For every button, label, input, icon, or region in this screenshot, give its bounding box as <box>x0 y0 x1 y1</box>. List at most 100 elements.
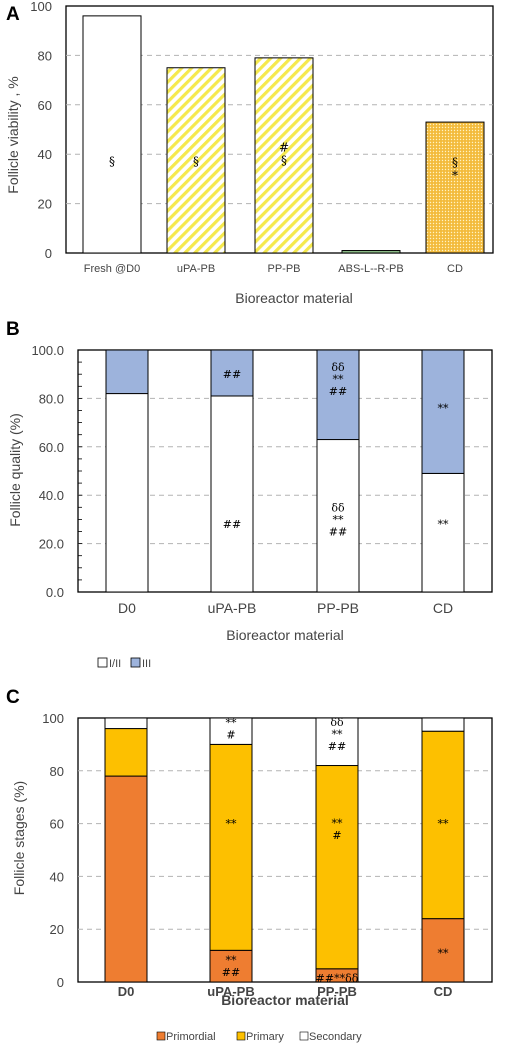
significance-mark: # <box>332 829 341 842</box>
x-category-label: CD <box>434 984 453 999</box>
legend-label-primordial: Primordial <box>166 1031 216 1043</box>
bar-segment <box>209 743 253 951</box>
x-category-label: Fresh @D0 <box>84 263 140 275</box>
significance-mark: § <box>193 155 199 169</box>
bar-segment <box>421 349 465 474</box>
y-axis-title-b: Follicle quality (%) <box>7 413 23 527</box>
x-axis-title-a: Bioreactor material <box>235 290 353 306</box>
y-tick-label: 0 <box>45 246 52 261</box>
y-tick-label: 80 <box>50 764 64 779</box>
y-tick-label: 60.0 <box>39 440 64 455</box>
bar <box>254 57 314 254</box>
y-axis-title-c: Follicle stages (%) <box>11 781 27 895</box>
bar-segment <box>421 717 465 732</box>
bar-segment <box>315 765 359 970</box>
y-tick-label: 20 <box>50 922 64 937</box>
x-category-label: D0 <box>118 984 135 999</box>
bar-segment <box>316 349 360 441</box>
x-category-label: uPA-PB <box>208 600 257 616</box>
y-tick-label: 100.0 <box>31 343 64 358</box>
bar <box>341 250 401 254</box>
significance-mark: ## <box>329 525 347 538</box>
legend-swatch-iii <box>130 657 141 668</box>
x-category-label: D0 <box>118 600 136 616</box>
bar-segment <box>315 717 359 767</box>
y-tick-label: 80 <box>38 48 52 63</box>
bar-segment <box>316 439 360 593</box>
bar-segment <box>105 393 149 593</box>
y-tick-label: 100 <box>42 711 64 726</box>
legend-swatch-primordial <box>156 1031 166 1041</box>
significance-mark: ## <box>223 518 241 531</box>
legend-swatch-secondary <box>299 1031 309 1041</box>
significance-mark: ** <box>438 518 450 531</box>
significance-mark: § <box>109 155 115 169</box>
bar <box>82 15 142 254</box>
legend-label-secondary: Secondary <box>309 1031 362 1043</box>
panel-a: A 0 20 40 60 80 100 Fresh @D0 uPA-PB PP-PB ABS-L-… <box>5 0 494 306</box>
significance-mark: ** <box>332 728 344 741</box>
significance-mark: ** <box>333 513 345 526</box>
y-tick-label: 60 <box>38 98 52 113</box>
significance-mark: ** <box>438 947 450 960</box>
x-axis-title-c: Bioreactor material <box>221 992 349 1008</box>
y-tick-label: 40.0 <box>39 488 64 503</box>
significance-mark: § <box>281 154 287 168</box>
significance-mark: ** <box>438 818 450 831</box>
significance-mark: ## <box>328 740 346 753</box>
significance-mark: δδ <box>331 501 345 514</box>
x-axis-title-b: Bioreactor material <box>226 627 344 643</box>
significance-mark: ** <box>333 373 345 386</box>
y-tick-label: 60 <box>50 817 64 832</box>
significance-mark: ** <box>226 818 238 831</box>
bar-segment <box>209 717 253 745</box>
significance-mark: ** <box>438 402 450 415</box>
panel-letter-c: C <box>6 687 20 708</box>
y-tick-label: 40 <box>38 147 52 162</box>
significance-mark: δδ <box>330 716 344 729</box>
panel-b: B 0.0 20.0 40.0 60.0 80.0 100.0 D0 uPA-PB PP-PB C… <box>6 319 493 670</box>
significance-mark: ** <box>226 954 238 967</box>
legend-label-primary: Primary <box>246 1031 284 1043</box>
y-tick-label: 0 <box>57 975 64 990</box>
legend-label-i-ii: I/II <box>109 658 121 670</box>
y-tick-label: 100 <box>30 0 52 14</box>
bar <box>425 121 485 254</box>
legend-swatch-i-ii <box>97 657 108 668</box>
significance-mark: ## <box>223 368 241 381</box>
bar-segment <box>421 472 465 593</box>
bar-segment <box>104 775 148 983</box>
significance-mark: § <box>452 156 458 170</box>
significance-mark: ** <box>332 817 344 830</box>
significance-mark: ## <box>222 966 240 979</box>
significance-mark: δδ <box>331 361 345 374</box>
bar-segment <box>210 395 254 593</box>
x-category-label: CD <box>447 263 463 275</box>
significance-mark: * <box>452 169 458 183</box>
bar-segment <box>421 730 465 920</box>
bar <box>166 67 226 254</box>
y-tick-label: 40 <box>50 869 64 884</box>
significance-mark: # <box>279 141 289 155</box>
plot-area-a: 0 20 40 60 80 100 Fresh @D0 uPA-PB PP-PB ABS-L--R… <box>30 0 494 275</box>
significance-mark: # <box>226 729 235 742</box>
panel-letter-a: A <box>6 4 20 25</box>
x-category-label: uPA-PB <box>207 984 254 999</box>
legend-swatch-primary <box>236 1031 246 1041</box>
y-axis-title-a: Follicle viability , % <box>5 76 21 193</box>
legend-b: I/II III <box>97 657 151 670</box>
legend-c: Primordial Primary Secondary <box>156 1031 362 1043</box>
bar-segment <box>104 728 148 777</box>
x-category-label: uPA-PB <box>177 263 215 275</box>
panel-letter-b: B <box>6 319 20 340</box>
bar-segment <box>104 717 148 730</box>
y-tick-label: 20.0 <box>39 537 64 552</box>
bar-segment <box>105 349 149 395</box>
significance-mark: ** <box>226 717 238 730</box>
y-tick-label: 80.0 <box>39 391 64 406</box>
x-category-label: PP-PB <box>267 263 300 275</box>
y-tick-label: 0.0 <box>46 585 64 600</box>
